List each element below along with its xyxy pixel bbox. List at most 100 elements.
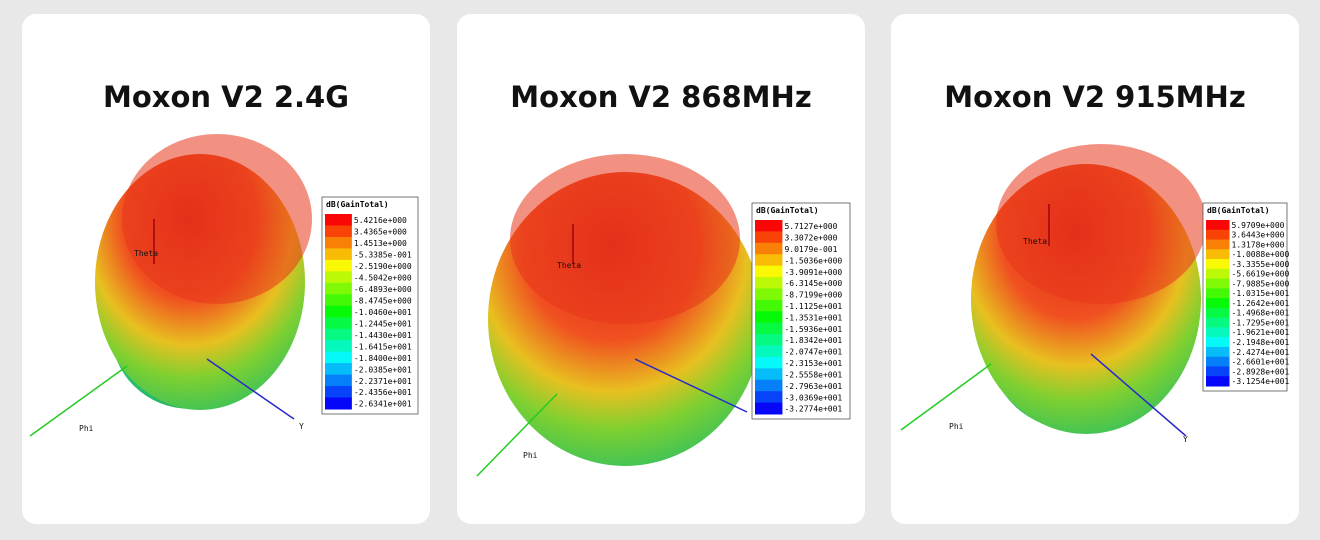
- legend-value: -1.7295e+001: [1232, 318, 1290, 327]
- legend-swatch: [1206, 239, 1230, 250]
- legend-value: -2.1948e+001: [1232, 338, 1290, 347]
- y-axis: [206, 358, 295, 420]
- legend-value: -2.7963e+001: [784, 382, 842, 391]
- legend-swatch: [325, 294, 352, 307]
- legend-swatch: [325, 317, 352, 330]
- legend-value: 3.6443e+000: [1232, 231, 1285, 240]
- legend-value: -2.2371e+001: [354, 377, 412, 386]
- legend-swatch: [325, 328, 352, 341]
- legend-value: -1.1125e+001: [784, 302, 842, 311]
- card: Moxon V2 868MHz Theta Phi dB(GainTotal) 5.71…: [457, 14, 865, 524]
- phi-axis: [900, 363, 992, 431]
- legend-value: -2.0747e+001: [784, 348, 842, 357]
- legend-swatch: [755, 368, 783, 381]
- legend-value: 3.4365e+000: [354, 228, 407, 237]
- legend-swatch: [325, 340, 352, 353]
- legend-value: -6.3145e+000: [784, 279, 842, 288]
- pattern-view: Moxon V2 868MHz Theta Phi dB(GainTotal) 5.71…: [476, 80, 851, 477]
- legend-swatch: [325, 214, 352, 226]
- legend-value: 1.4513e+000: [354, 239, 407, 248]
- phi-axis: [29, 365, 128, 437]
- phi-label: Phi: [949, 422, 964, 431]
- legend-swatch: [325, 351, 352, 364]
- legend-swatch: [755, 288, 783, 301]
- legend-value: -3.0369e+001: [784, 393, 842, 402]
- legend-value: -1.3531e+001: [784, 313, 842, 322]
- legend-value: -2.8928e+001: [1232, 367, 1290, 376]
- legend-title: dB(GainTotal): [326, 199, 389, 209]
- card-title: Moxon V2 868MHz: [510, 80, 811, 114]
- legend-value: 9.0179e-001: [784, 245, 837, 254]
- legend-value: -1.0315e+001: [1232, 289, 1290, 298]
- legend-value: -1.0088e+000: [1232, 250, 1290, 259]
- legend-swatch: [755, 391, 783, 404]
- legend-swatch: [755, 254, 783, 267]
- legend-value: -1.5936e+001: [784, 325, 842, 334]
- legend-swatch: [1206, 356, 1230, 367]
- theta-label: Theta: [1023, 237, 1047, 246]
- legend-swatch: [1206, 337, 1230, 348]
- legend-swatch: [755, 402, 783, 415]
- legend-value: -2.5558e+001: [784, 370, 842, 379]
- legend-value: -2.6341e+001: [354, 400, 412, 409]
- legend-swatch: [325, 374, 352, 387]
- lobe-top: [122, 134, 312, 304]
- legend-value: -7.9885e+000: [1232, 279, 1290, 288]
- legend-value: 1.3178e+000: [1232, 240, 1285, 249]
- y-label: Y: [299, 422, 304, 431]
- legend-value: -4.5042e+000: [354, 274, 412, 283]
- legend-title: dB(GainTotal): [1207, 205, 1270, 215]
- legend-title: dB(GainTotal): [756, 205, 819, 215]
- legend-value: -2.5190e+000: [354, 262, 412, 271]
- card-title: Moxon V2 915MHz: [944, 80, 1245, 114]
- legend-value: -2.4356e+001: [354, 388, 412, 397]
- legend-value: -2.6601e+001: [1232, 358, 1290, 367]
- legend-swatch: [325, 386, 352, 399]
- legend-swatch: [755, 220, 783, 232]
- y-axis: [1090, 353, 1187, 437]
- phi-label: Phi: [523, 451, 538, 460]
- legend-swatch: [1206, 327, 1230, 338]
- lobe-top: [510, 154, 740, 324]
- phi-label: Phi: [79, 424, 94, 433]
- legend-swatch: [755, 277, 783, 289]
- legend-swatch: [325, 259, 352, 272]
- legend-value: -1.4968e+001: [1232, 309, 1290, 318]
- legend-value: -1.0460e+001: [354, 308, 412, 317]
- legend-swatch: [1206, 307, 1230, 319]
- legend-swatch: [325, 397, 352, 410]
- legend-value: -1.8400e+001: [354, 354, 412, 363]
- legend-swatch: [1206, 278, 1230, 289]
- legend-value: -1.6415e+001: [354, 342, 412, 351]
- legend-value: 5.7127e+000: [784, 222, 837, 231]
- y-axis: [634, 358, 748, 413]
- legend-value: -1.9621e+001: [1232, 328, 1290, 337]
- legend-swatch: [1206, 317, 1230, 328]
- legend-swatch: [1206, 249, 1230, 260]
- legend-value: 5.4216e+000: [354, 216, 407, 225]
- theta-label: Theta: [134, 249, 158, 258]
- legend-value: -2.0385e+001: [354, 365, 412, 374]
- y-label: Y: [1183, 435, 1188, 444]
- legend-swatch: [755, 345, 783, 358]
- legend-value: 5.9709e+000: [1232, 221, 1285, 230]
- legend-value: -1.4430e+001: [354, 331, 412, 340]
- legend-swatch: [325, 363, 352, 376]
- legend-swatch: [755, 299, 783, 312]
- legend-value: -2.4274e+001: [1232, 348, 1290, 357]
- legend-value: -8.7199e+000: [784, 291, 842, 300]
- legend-swatch: [325, 271, 352, 284]
- legend-swatch: [755, 334, 783, 347]
- legend-swatch: [1206, 220, 1230, 231]
- legend-value: -1.2445e+001: [354, 319, 412, 328]
- legend-swatch: [755, 242, 783, 255]
- card-title: Moxon V2 2.4G: [103, 80, 349, 114]
- pattern-view: Moxon V2 915MHz Theta Phi YdB(GainTotal) 5.9…: [900, 80, 1290, 444]
- legend-swatch: [1206, 259, 1230, 270]
- legend-value: -3.3355e+000: [1232, 260, 1290, 269]
- legend-swatch: [1206, 376, 1230, 387]
- pattern-view: Moxon V2 2.4G Theta Phi YdB(GainTotal) 5.421…: [29, 80, 419, 437]
